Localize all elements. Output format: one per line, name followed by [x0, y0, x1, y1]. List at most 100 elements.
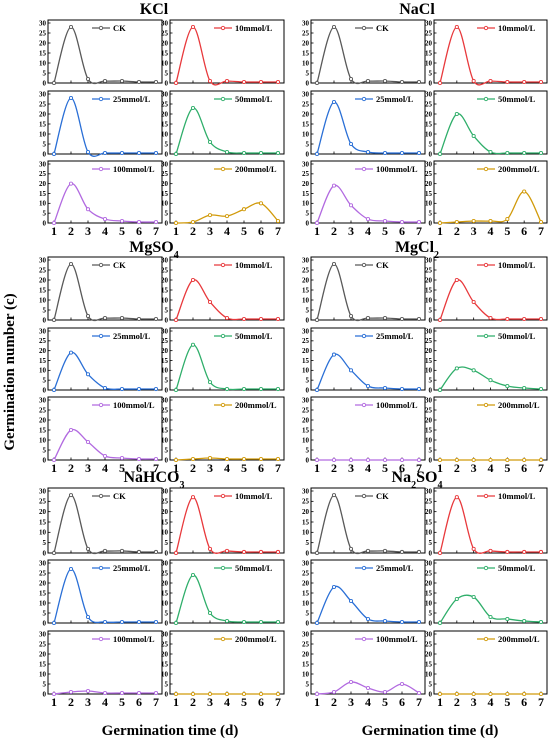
x-tick-label: 3	[471, 695, 477, 709]
y-tick-label: 25	[161, 498, 169, 506]
data-point	[136, 456, 142, 462]
legend-marker	[220, 333, 226, 339]
y-tick-label: 20	[161, 416, 169, 424]
data-point	[399, 386, 405, 392]
y-tick-label: 0	[165, 456, 169, 464]
y-tick-label: 0	[165, 150, 169, 158]
data-point	[207, 139, 213, 145]
y-tick-label: 30	[39, 630, 47, 638]
y-axis-title: Germination number (c)	[2, 293, 18, 450]
y-tick-label: 15	[39, 426, 47, 434]
y-tick-label: 0	[429, 150, 433, 158]
data-point	[153, 150, 159, 156]
salt-title: KCl	[140, 1, 169, 18]
y-tick-label: 25	[302, 406, 310, 414]
y-tick-label: 25	[425, 100, 433, 108]
series-line-50mmol-l	[175, 344, 278, 391]
data-point	[488, 378, 493, 383]
y-tick-label: 30	[425, 396, 433, 404]
y-tick-label: 20	[39, 39, 47, 47]
data-point	[454, 366, 459, 371]
x-tick-label: 7	[275, 224, 281, 238]
data-point	[51, 387, 57, 393]
y-tick-label: 5	[43, 140, 47, 148]
data-point	[241, 150, 247, 156]
data-point	[488, 149, 493, 155]
y-tick-label: 15	[39, 120, 47, 128]
legend-label-25mmol-l: 25mmol/L	[113, 563, 151, 573]
y-tick-label: 20	[39, 416, 47, 424]
y-tick-label: 25	[39, 337, 47, 345]
panel-frame	[47, 19, 163, 84]
y-tick-label: 10	[39, 436, 47, 444]
x-tick-label: 6	[521, 695, 527, 709]
data-point	[85, 313, 91, 319]
y-tick-label: 5	[43, 539, 47, 547]
panel-ck: 0 5 10 15 20 25 30 CK	[39, 487, 163, 557]
legend-marker	[98, 493, 104, 499]
data-point	[365, 149, 371, 155]
data-point	[68, 566, 74, 572]
y-tick-label: 20	[425, 39, 433, 47]
data-point	[153, 619, 159, 625]
x-tick-label: 4	[365, 224, 371, 238]
data-point	[51, 620, 57, 626]
panel-ck: 0 5 10 15 20 25 30 CK	[302, 19, 426, 87]
data-point	[190, 495, 196, 500]
legend-marker	[220, 636, 226, 642]
panel-10mmol-l: 0 5 10 15 20 25 30 10mmol/L	[425, 256, 548, 324]
y-tick-label: 30	[302, 160, 310, 168]
data-point	[51, 317, 57, 323]
y-tick-label: 20	[302, 347, 310, 355]
y-tick-label: 5	[306, 609, 310, 617]
y-tick-label: 15	[161, 660, 169, 668]
data-point	[207, 455, 213, 461]
panel-frame	[310, 19, 426, 84]
data-point	[331, 689, 337, 695]
y-tick-label: 15	[161, 357, 169, 365]
y-tick-label: 10	[39, 130, 47, 138]
legend-label-200mmol-l: 200mmol/L	[498, 164, 540, 174]
y-tick-label: 10	[425, 130, 433, 138]
salt-title: MgCl2	[395, 239, 439, 261]
series-line-10mmol-l	[175, 279, 278, 321]
y-tick-label: 20	[161, 579, 169, 587]
x-tick-label: 2	[68, 461, 74, 475]
x-tick-label: 6	[399, 224, 405, 238]
data-point	[85, 76, 91, 82]
legend-label-100mmol-l: 100mmol/L	[376, 400, 418, 410]
data-point	[331, 99, 337, 105]
data-point	[365, 457, 371, 463]
legend-marker	[98, 25, 104, 31]
panel-25mmol-l: 0 5 10 15 20 25 30 25mmol/L	[302, 90, 426, 158]
data-point	[275, 79, 281, 85]
legend-marker	[483, 262, 489, 268]
y-tick-label: 5	[43, 209, 47, 217]
data-point	[119, 218, 125, 224]
y-tick-label: 15	[302, 518, 310, 526]
y-tick-label: 30	[39, 327, 47, 335]
x-tick-label: 7	[538, 695, 544, 709]
data-point	[68, 95, 74, 101]
series-line-ck	[316, 26, 420, 85]
y-tick-label: 5	[165, 376, 169, 384]
y-tick-label: 30	[425, 90, 433, 98]
data-point	[331, 584, 337, 590]
y-tick-label: 0	[165, 79, 169, 87]
y-tick-label: 30	[161, 396, 169, 404]
data-point	[382, 548, 388, 553]
y-tick-label: 15	[161, 426, 169, 434]
y-tick-label: 0	[43, 79, 47, 87]
x-tick-label: 2	[331, 461, 337, 475]
data-point	[399, 549, 405, 555]
y-tick-label: 0	[306, 386, 310, 394]
legend-marker	[483, 96, 489, 102]
y-tick-label: 5	[429, 376, 433, 384]
y-tick-label: 20	[302, 39, 310, 47]
salt-title: MgSO4	[129, 239, 178, 261]
